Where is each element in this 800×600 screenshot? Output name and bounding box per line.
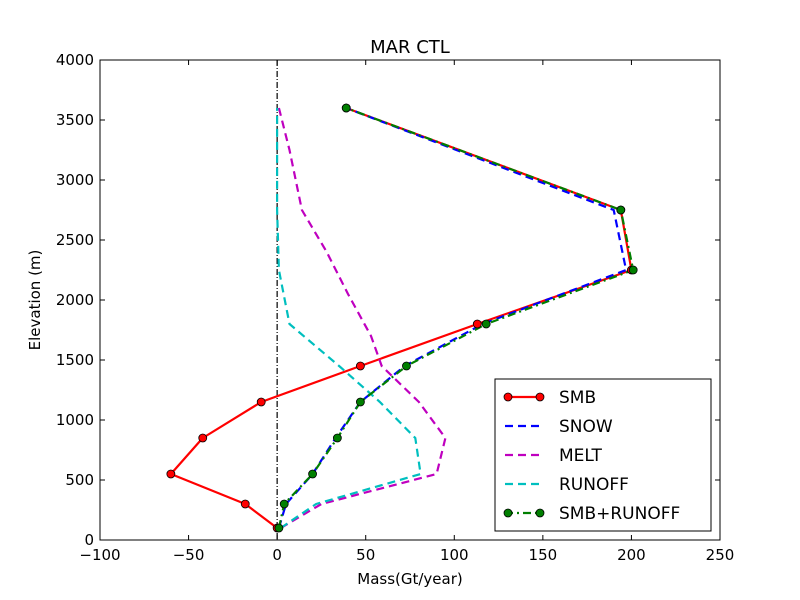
data-point-smb xyxy=(355,361,365,371)
axis-ticks: −100 −50 0 50 100 150 200 250050010001500200025… xyxy=(56,51,735,564)
series-line-runoff xyxy=(276,108,422,529)
data-point-smb-runoff xyxy=(628,265,638,275)
x-tick-label: 150 xyxy=(529,546,558,564)
data-point-smb xyxy=(256,397,266,407)
y-axis-label: Elevation (m) xyxy=(26,250,44,351)
x-tick-label: −100 xyxy=(79,546,120,564)
data-point-smb-runoff xyxy=(274,523,284,533)
legend-marker-smb-runoff xyxy=(503,508,513,518)
data-point-smb-runoff xyxy=(341,103,351,113)
data-point-smb-runoff xyxy=(481,319,491,329)
data-point-smb xyxy=(240,499,250,509)
legend: SMB SNOW MELT RUNOFF SMB+RUNOFF xyxy=(494,378,712,532)
chart-title: MAR CTL xyxy=(370,37,450,58)
legend-label-smb: SMB xyxy=(559,388,596,408)
legend-marker-smb xyxy=(535,392,545,402)
legend-label-melt: MELT xyxy=(559,446,603,466)
legend-label-snow: SNOW xyxy=(559,417,613,437)
data-point-smb xyxy=(472,319,482,329)
series-line-smb-runoff xyxy=(277,106,635,529)
legend-marker-smb xyxy=(503,392,513,402)
data-point-smb-runoff xyxy=(402,361,411,371)
y-tick-label: 3500 xyxy=(56,111,94,129)
y-tick-label: 1000 xyxy=(56,411,94,429)
x-tick-label: 50 xyxy=(356,546,375,564)
x-tick-label: 0 xyxy=(272,546,282,564)
series-line-melt xyxy=(277,107,447,529)
legend-label-runoff: RUNOFF xyxy=(559,475,629,495)
x-tick-label: 200 xyxy=(617,546,646,564)
x-tick-label: 250 xyxy=(706,546,735,564)
y-tick-label: 4000 xyxy=(56,51,94,69)
data-point-smb-runoff xyxy=(332,433,342,443)
data-point-smb-runoff xyxy=(616,205,626,215)
data-point-smb-runoff xyxy=(308,469,317,479)
legend-label-smb-runoff: SMB+RUNOFF xyxy=(559,504,680,524)
data-point-smb xyxy=(198,433,208,443)
plot-area xyxy=(99,59,721,541)
y-tick-label: 2500 xyxy=(56,231,94,249)
data-point-smb xyxy=(166,469,176,479)
y-tick-label: 0 xyxy=(84,531,94,549)
series-line-snow xyxy=(277,106,628,529)
legend-marker-smb-runoff xyxy=(535,508,545,518)
y-tick-label: 2000 xyxy=(56,291,94,309)
y-tick-label: 1500 xyxy=(56,351,94,369)
data-point-smb-runoff xyxy=(355,397,365,407)
x-tick-label: 100 xyxy=(440,546,469,564)
y-tick-label: 3000 xyxy=(56,171,94,189)
y-tick-label: 500 xyxy=(65,471,94,489)
x-axis-label: Mass(Gt/year) xyxy=(357,570,463,588)
data-point-smb-runoff xyxy=(279,499,289,509)
x-tick-label: −50 xyxy=(173,546,205,564)
